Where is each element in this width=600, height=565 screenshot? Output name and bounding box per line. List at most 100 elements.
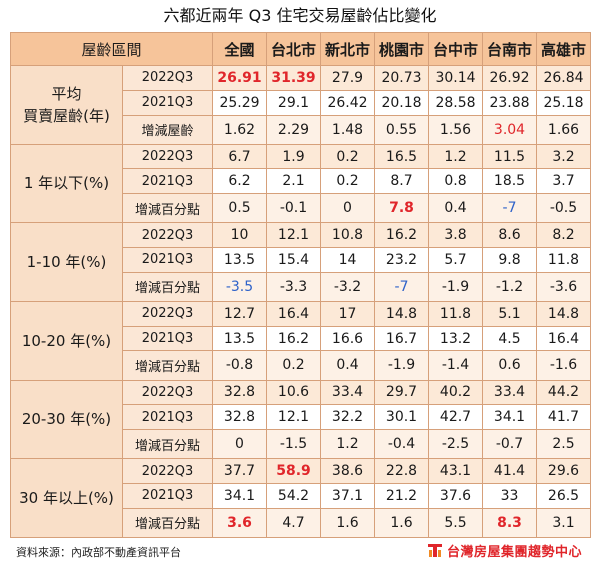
- table-cell: 21.2: [374, 482, 430, 509]
- table-cell: 34.1: [212, 482, 268, 509]
- row-2021q3-label: 2021Q3: [121, 89, 214, 116]
- group-label-line: 1 年以下(%): [23, 174, 110, 193]
- row-2022q3-label: 2022Q3: [121, 222, 214, 248]
- table-cell: 4.5: [482, 325, 538, 352]
- header-kaohsiung: 高雄市: [536, 32, 592, 66]
- table-cell: 3.6: [212, 507, 268, 539]
- table-cell: 10.8: [320, 222, 376, 248]
- table-cell: 25.29: [212, 89, 268, 116]
- table-row: 1-10 年(%) 2022Q3 10 12.1 10.8 16.2 3.8 8.6 8.2: [10, 222, 592, 302]
- table-row: 平均 買賣屋齡(年) 2022Q3 26.91 31.39 27.9 20.73 30.14 2…: [10, 65, 592, 145]
- group-label: 20-30 年(%): [10, 379, 123, 460]
- table-cell: 5.7: [428, 247, 484, 273]
- group-label-line: 20-30 年(%): [21, 410, 112, 429]
- table-cell: 5.1: [482, 300, 538, 327]
- table-cell: -7: [482, 193, 538, 224]
- table-cell: 26.84: [536, 65, 592, 91]
- table-cell: -0.4: [374, 428, 430, 460]
- table-cell: 1.62: [212, 114, 268, 145]
- group-label: 平均買賣屋齡(年): [10, 65, 123, 145]
- row-2021q3-label: 2021Q3: [121, 404, 214, 430]
- table-cell: 6.2: [212, 168, 268, 195]
- source-note: 資料來源：內政部不動產資訊平台: [16, 546, 181, 559]
- table-cell: -3.2: [320, 271, 376, 302]
- row-2021q3-label: 2021Q3: [121, 168, 214, 195]
- table-cell: 0.2: [320, 143, 376, 170]
- table-cell: 12.1: [266, 222, 322, 248]
- table-row: 2021Q3 13.5 15.4 14 23.2 5.7 9.8 11.8: [11, 247, 592, 273]
- group-label: 10-20 年(%): [10, 300, 123, 381]
- table-cell: 3.8: [428, 222, 484, 248]
- table-cell: 26.5: [536, 482, 592, 509]
- table-row: 增減屋齡 1.62 2.29 1.48 0.55 1.56 3.04 1.66: [11, 114, 592, 145]
- table-cell: 1.66: [536, 114, 592, 145]
- table-cell: -3.6: [536, 271, 592, 302]
- table-cell: 54.2: [266, 482, 322, 509]
- table-cell: 1.2: [320, 428, 376, 460]
- header-taichung: 台中市: [428, 32, 484, 66]
- table-cell: 7.8: [374, 193, 430, 224]
- table-cell: 0: [212, 428, 268, 460]
- table-cell: 43.1: [428, 458, 484, 484]
- table-cell: 3.1: [536, 507, 592, 539]
- table-cell: 31.39: [266, 65, 322, 91]
- table-cell: -2.5: [428, 428, 484, 460]
- table-row: 增減百分點 -0.8 0.2 0.4 -1.9 -1.4 0.6 -1.6: [11, 350, 592, 381]
- table-cell: 28.58: [428, 89, 484, 116]
- table-row: 20-30 年(%) 2022Q3 32.8 10.6 33.4 29.7 40.2 33.4…: [10, 379, 592, 460]
- table-cell: 30.14: [428, 65, 484, 91]
- table-cell: 37.7: [212, 458, 268, 484]
- table-cell: 8.3: [482, 507, 538, 539]
- table-cell: 1.48: [320, 114, 376, 145]
- table-cell: 8.6: [482, 222, 538, 248]
- table-row: 增減百分點 3.6 4.7 1.6 1.6 5.5 8.3 3.1: [11, 507, 592, 539]
- table-cell: 26.91: [212, 65, 268, 91]
- table-cell: 25.18: [536, 89, 592, 116]
- group-label: 30 年以上(%): [10, 458, 123, 538]
- table-row: 增減百分點 0 -1.5 1.2 -0.4 -2.5 -0.7 2.5: [11, 428, 592, 460]
- table-cell: 37.6: [428, 482, 484, 509]
- row-change-label: 增減百分點: [121, 350, 214, 381]
- table-cell: 0.8: [428, 168, 484, 195]
- table-cell: 0.2: [320, 168, 376, 195]
- table-cell: 10.6: [266, 379, 322, 406]
- table-cell: 3.7: [536, 168, 592, 195]
- group-label: 1 年以下(%): [10, 143, 123, 224]
- header-new-taipei: 新北市: [320, 32, 376, 66]
- table-cell: 8.2: [536, 222, 592, 248]
- table-row: 30 年以上(%) 2022Q3 37.7 58.9 38.6 22.8 43.1 41.4 2…: [10, 458, 592, 538]
- header-tainan: 台南市: [482, 32, 538, 66]
- table-cell: 16.6: [320, 325, 376, 352]
- table-cell: 2.1: [266, 168, 322, 195]
- table-cell: 1.2: [428, 143, 484, 170]
- table-cell: 0.55: [374, 114, 430, 145]
- table-cell: 1.9: [266, 143, 322, 170]
- table-cell: 0.5: [212, 193, 268, 224]
- table-cell: 1.6: [320, 507, 376, 539]
- table-cell: 12.7: [212, 300, 268, 327]
- table-cell: 40.2: [428, 379, 484, 406]
- group-label-line: 平均: [51, 84, 82, 103]
- table-cell: 1.56: [428, 114, 484, 145]
- table-row: 1 年以下(%) 2022Q3 6.7 1.9 0.2 16.5 1.2 11.5 3.2: [10, 143, 592, 224]
- table-cell: 30.1: [374, 404, 430, 430]
- table-cell: 41.4: [482, 458, 538, 484]
- table-row: 2021Q3 32.8 12.1 32.2 30.1 42.7 34.1 41.7: [11, 404, 592, 430]
- table-cell: 14.8: [536, 300, 592, 327]
- table-cell: 26.92: [482, 65, 538, 91]
- row-2022q3-label: 2022Q3: [121, 458, 214, 484]
- table-cell: 2.29: [266, 114, 322, 145]
- brand-logo: 台灣房屋集團趨勢中心: [427, 540, 582, 560]
- table-cell: -7: [374, 271, 430, 302]
- table-cell: 3.2: [536, 143, 592, 170]
- group-label-line: 買賣屋齡(年): [23, 106, 110, 125]
- row-change-label: 增減百分點: [121, 271, 214, 302]
- table-cell: 29.1: [266, 89, 322, 116]
- table-cell: -0.1: [266, 193, 322, 224]
- table-cell: 0.2: [266, 350, 322, 381]
- table-cell: 3.04: [482, 114, 538, 145]
- table-cell: 15.4: [266, 247, 322, 273]
- table-cell: 11.8: [536, 247, 592, 273]
- table-cell: 10: [212, 222, 268, 248]
- table-cell: 34.1: [482, 404, 538, 430]
